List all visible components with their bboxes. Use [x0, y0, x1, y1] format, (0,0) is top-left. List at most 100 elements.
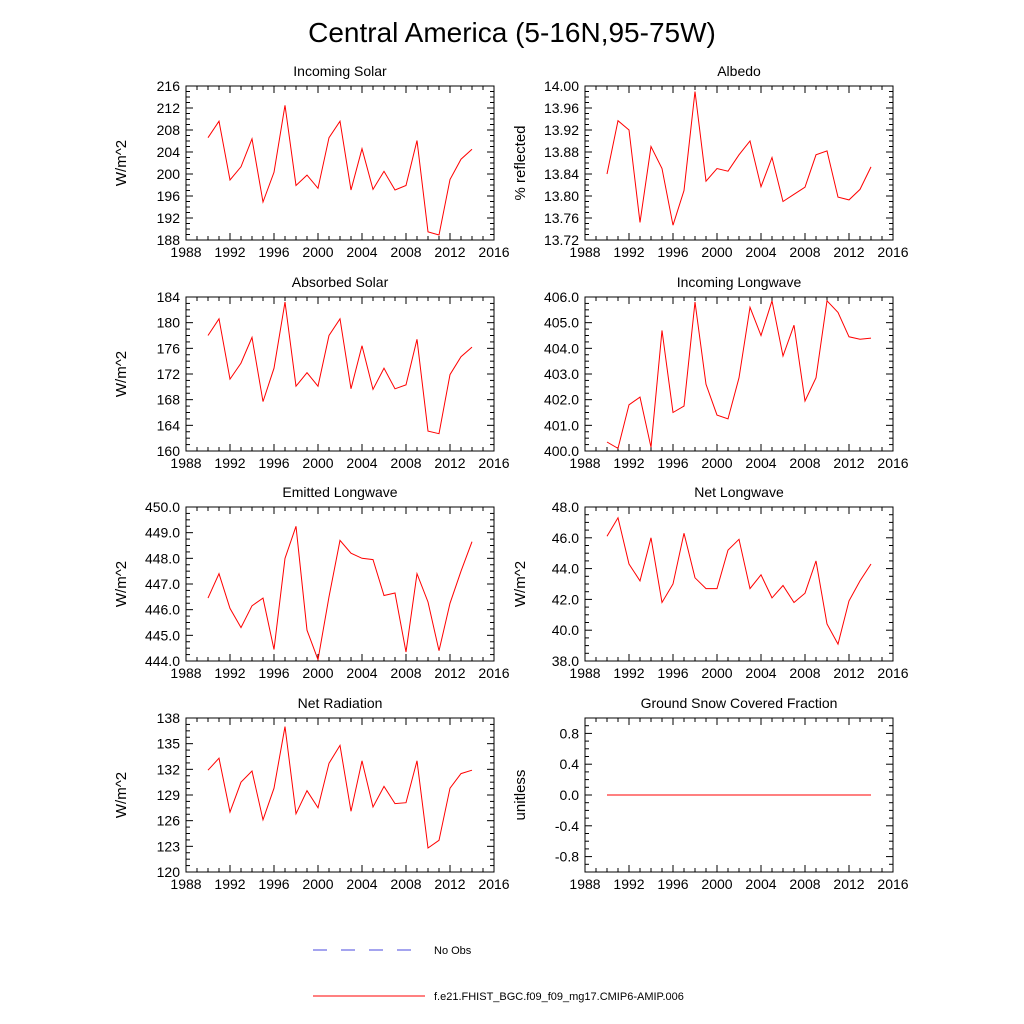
x-tick-label: 2004: [346, 665, 377, 681]
x-tick-label: 2012: [434, 244, 465, 260]
y-tick-label: 449.0: [145, 525, 180, 541]
x-tick-label: 2008: [789, 665, 820, 681]
x-tick-label: 1996: [657, 665, 688, 681]
chart-panel: Ground Snow Covered Fraction unitless 1988…: [512, 695, 909, 892]
y-tick-label: 135: [157, 736, 181, 752]
chart-panel: Incoming Solar W/m^2 1988 1992 1996 2000 2004 2…: [113, 63, 510, 260]
y-tick-label: 176: [157, 340, 181, 356]
y-tick-label: 138: [157, 710, 181, 726]
panel-title: Absorbed Solar: [292, 274, 389, 290]
chart-panel: Net Radiation W/m^2 1988 1992 1996 2000 2004 20…: [113, 695, 510, 892]
x-tick-label: 2016: [478, 244, 509, 260]
y-tick-label: 160: [157, 443, 181, 459]
y-tick-label: 168: [157, 392, 181, 408]
x-tick-label: 1992: [613, 665, 644, 681]
y-tick-label: 164: [157, 417, 181, 433]
x-tick-label: 2008: [390, 665, 421, 681]
y-tick-label: 13.96: [544, 100, 579, 116]
series-line: [207, 105, 473, 236]
x-tick-label: 2004: [346, 876, 377, 892]
x-tick-label: 2004: [745, 244, 776, 260]
panel-title: Albedo: [717, 63, 761, 79]
y-tick-label: 401.0: [544, 417, 579, 433]
y-axis-label: W/m^2: [113, 561, 130, 607]
x-tick-label: 2000: [302, 876, 333, 892]
y-tick-label: 172: [157, 366, 181, 382]
x-tick-label: 2008: [789, 455, 820, 471]
y-tick-label: 212: [157, 100, 181, 116]
y-axis-label: W/m^2: [113, 351, 130, 397]
y-tick-label: 0.8: [560, 725, 580, 741]
series-line: [606, 91, 872, 226]
y-tick-label: 445.0: [145, 627, 180, 643]
x-tick-label: 2000: [302, 244, 333, 260]
x-tick-label: 1992: [214, 455, 245, 471]
panel-title: Emitted Longwave: [282, 484, 397, 500]
y-tick-label: 38.0: [552, 653, 579, 669]
x-tick-label: 2016: [877, 244, 908, 260]
series-line: [606, 516, 872, 646]
chart-panel: Emitted Longwave W/m^2 1988 1992 1996 2000 200…: [113, 484, 510, 681]
x-tick-label: 2012: [434, 665, 465, 681]
x-tick-label: 1988: [170, 244, 201, 260]
figure-title: Central America (5-16N,95-75W): [308, 17, 716, 48]
plot-frame: [185, 85, 495, 241]
x-tick-label: 1988: [569, 665, 600, 681]
panel-title: Ground Snow Covered Fraction: [641, 695, 838, 711]
x-tick-label: 1988: [170, 665, 201, 681]
x-tick-label: 2008: [789, 876, 820, 892]
y-tick-label: 0.4: [560, 756, 580, 772]
series-line: [606, 299, 872, 450]
y-tick-label: 406.0: [544, 289, 579, 305]
panel-title: Net Radiation: [298, 695, 383, 711]
y-tick-label: 132: [157, 761, 181, 777]
x-tick-label: 1988: [170, 876, 201, 892]
plot-frame: [185, 506, 495, 662]
x-tick-label: 2004: [346, 244, 377, 260]
y-tick-label: 44.0: [552, 561, 579, 577]
y-tick-label: 447.0: [145, 576, 180, 592]
x-tick-label: 1988: [569, 244, 600, 260]
panels: Incoming Solar W/m^2 1988 1992 1996 2000 2004 2…: [113, 63, 909, 892]
y-tick-label: 123: [157, 838, 181, 854]
x-tick-label: 1992: [613, 455, 644, 471]
y-tick-label: 196: [157, 188, 181, 204]
y-tick-label: 216: [157, 78, 181, 94]
x-tick-label: 2008: [390, 244, 421, 260]
y-tick-label: 444.0: [145, 653, 180, 669]
y-tick-label: 450.0: [145, 499, 180, 515]
y-tick-label: 42.0: [552, 591, 579, 607]
y-tick-label: 184: [157, 289, 181, 305]
x-tick-label: 1996: [657, 876, 688, 892]
x-tick-label: 1992: [214, 244, 245, 260]
x-tick-label: 2016: [478, 665, 509, 681]
y-tick-label: 448.0: [145, 550, 180, 566]
x-tick-label: 1996: [258, 244, 289, 260]
plot-frame: [185, 296, 495, 452]
x-tick-label: 2016: [877, 665, 908, 681]
x-tick-label: 2012: [833, 876, 864, 892]
y-tick-label: 204: [157, 144, 181, 160]
x-tick-label: 1996: [657, 244, 688, 260]
y-tick-label: 13.88: [544, 144, 579, 160]
x-tick-label: 1996: [258, 455, 289, 471]
y-tick-label: 404.0: [544, 340, 579, 356]
y-tick-label: 46.0: [552, 530, 579, 546]
x-tick-label: 2012: [833, 244, 864, 260]
y-tick-label: 208: [157, 122, 181, 138]
y-tick-label: 126: [157, 813, 181, 829]
x-tick-label: 2004: [745, 876, 776, 892]
x-tick-label: 2000: [302, 665, 333, 681]
x-tick-label: 2004: [745, 455, 776, 471]
y-tick-label: 405.0: [544, 315, 579, 331]
x-tick-label: 2000: [701, 876, 732, 892]
x-tick-label: 1988: [569, 455, 600, 471]
y-tick-label: 180: [157, 315, 181, 331]
chart-panel: Incoming Longwave 1988 1992 1996 2000 2004 200…: [544, 274, 909, 471]
y-tick-label: 13.84: [544, 166, 579, 182]
panel-title: Incoming Solar: [293, 63, 387, 79]
x-tick-label: 2016: [877, 876, 908, 892]
x-tick-label: 1992: [214, 665, 245, 681]
x-tick-label: 2000: [701, 455, 732, 471]
